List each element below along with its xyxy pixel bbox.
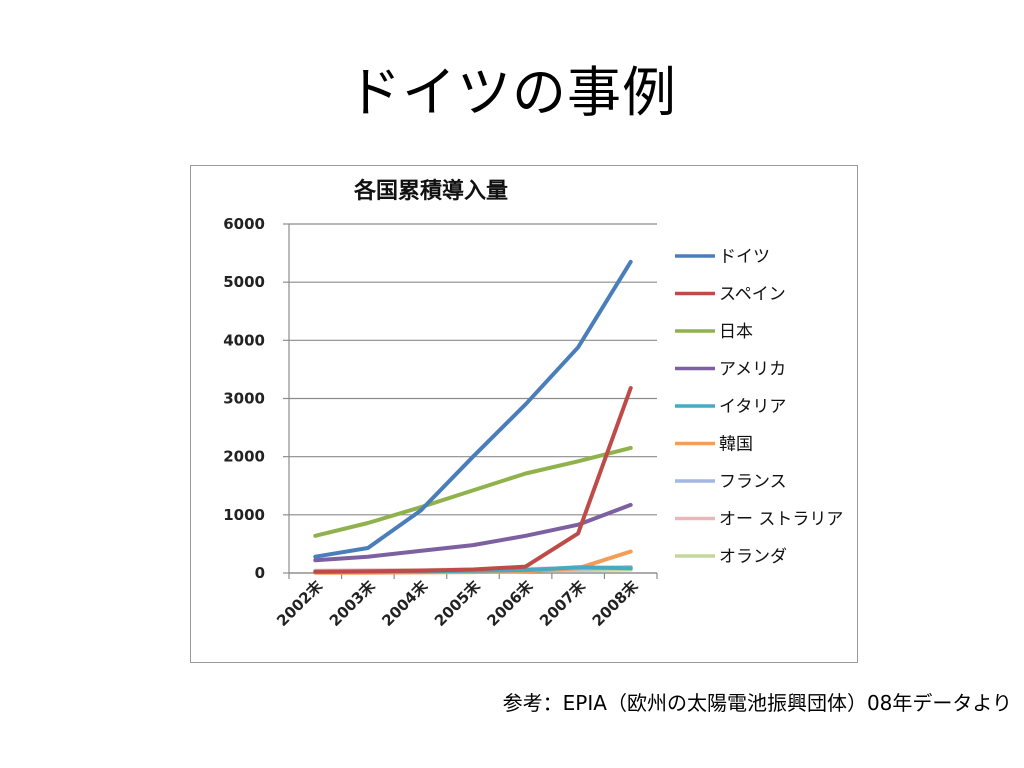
legend-label: アメリカ — [719, 360, 786, 380]
series-line — [313, 386, 633, 574]
legend-label: オランダ — [719, 547, 787, 567]
legend-label: オー ストラリア — [719, 510, 843, 530]
y-tick-label: 0 — [255, 564, 265, 582]
chart-title: 各国累積導入量 — [353, 178, 508, 204]
slide-title: ドイツの事例 — [347, 61, 677, 124]
legend-label: 韓国 — [719, 435, 753, 455]
source-note: 参考：EPIA（欧州の太陽電池振興団体）08年データより — [502, 691, 1012, 715]
legend-label: イタリア — [719, 397, 786, 417]
legend-label: ドイツ — [719, 247, 770, 267]
legend-label: フランス — [719, 472, 787, 492]
x-tick-label: 2007末 — [536, 576, 590, 630]
chart-frame: 各国累積導入量 0 1000 2000 3000 4000 5000 6000 2002末 20… — [190, 165, 858, 663]
series-line — [313, 259, 633, 559]
y-tick-label: 5000 — [223, 273, 265, 291]
y-tick-label: 2000 — [223, 448, 265, 466]
x-tick-label: 2005末 — [431, 576, 485, 630]
grid-layer — [289, 223, 657, 574]
x-tick-label: 2008末 — [589, 576, 643, 630]
series-line — [313, 445, 633, 538]
y-tick-label: 3000 — [223, 390, 265, 408]
y-tick-label: 1000 — [223, 506, 265, 524]
y-tick-label: 4000 — [223, 331, 265, 349]
x-tick-label: 2004末 — [378, 576, 432, 630]
legend-label: 日本 — [719, 322, 753, 342]
y-tick-label: 6000 — [223, 215, 265, 233]
legend-label: スペイン — [719, 285, 786, 305]
x-tick-label: 2006末 — [484, 576, 538, 630]
series-line — [313, 502, 633, 563]
x-tick-label: 2003末 — [326, 576, 380, 630]
series-layer — [313, 259, 633, 575]
x-tick-label: 2002末 — [273, 576, 327, 630]
